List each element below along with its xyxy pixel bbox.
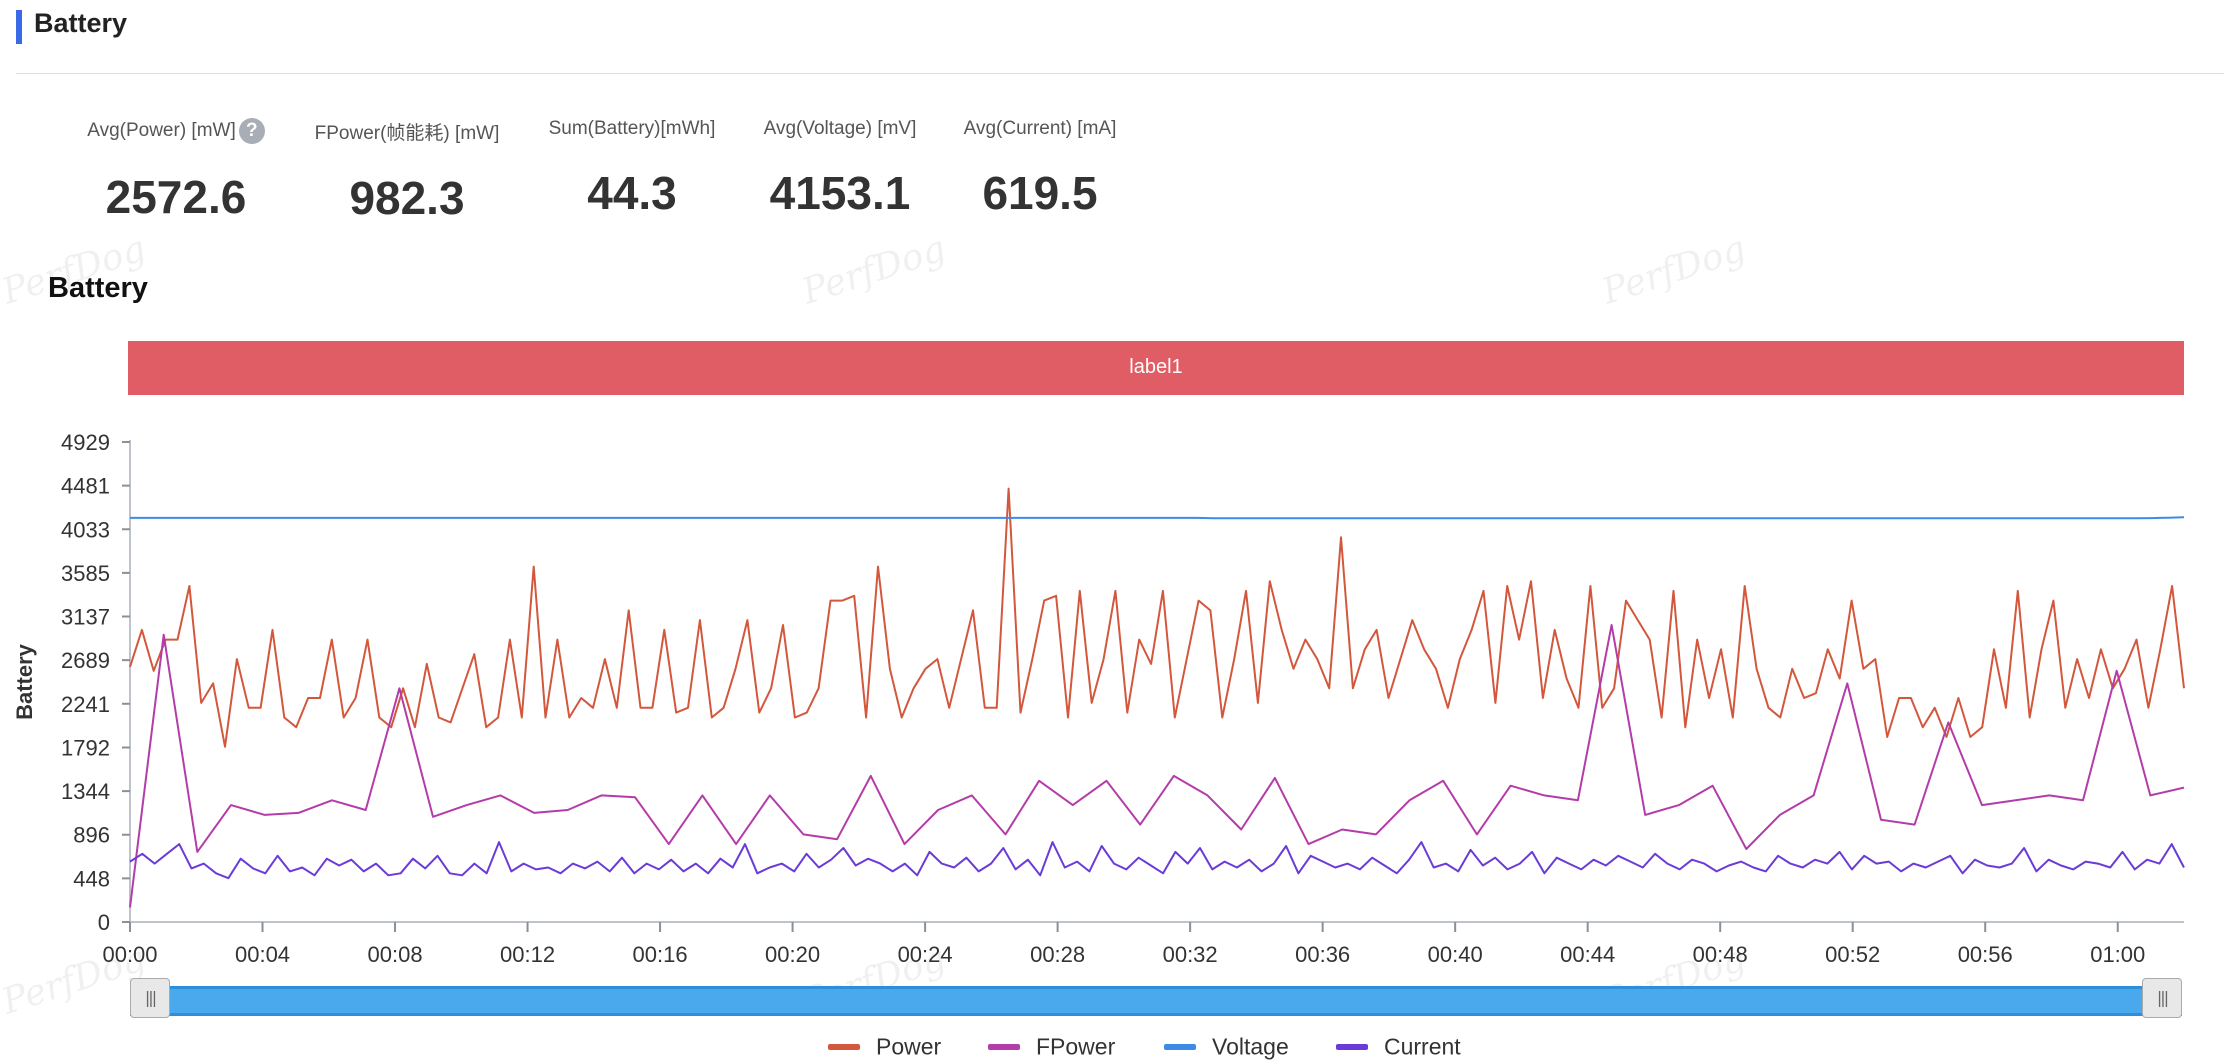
x-tick-label: 00:52 xyxy=(1825,942,1880,967)
stat-avg-power: Avg(Power) [mW]? 2572.6 xyxy=(78,118,274,224)
page-title: Battery xyxy=(34,8,128,38)
legend-swatch xyxy=(988,1043,1020,1050)
y-tick-label: 4033 xyxy=(61,517,110,542)
y-tick-label: 896 xyxy=(73,823,110,848)
legend-item-current[interactable]: Current xyxy=(1336,1032,1461,1060)
header-accent-bar xyxy=(16,10,22,44)
y-tick-label: 0 xyxy=(98,910,110,935)
stat-value: 4153.1 xyxy=(769,167,911,219)
x-tick-label: 00:00 xyxy=(102,942,157,967)
stat-avg-current: Avg(Current) [mA] 619.5 xyxy=(954,118,1126,220)
chart-axes: 0 448 896 1344 1792 2241 2689 3137 3585 4033 4481 4… xyxy=(12,430,2184,967)
help-icon[interactable]: ? xyxy=(238,118,265,144)
legend-item-voltage[interactable]: Voltage xyxy=(1164,1032,1289,1060)
legend-label: Voltage xyxy=(1212,1033,1289,1060)
stat-fpower: FPower(帧能耗) [mW] 982.3 xyxy=(304,118,510,225)
y-tick-label: 448 xyxy=(73,866,110,891)
range-start-handle[interactable]: ||| xyxy=(130,978,170,1018)
x-tick-label: 00:56 xyxy=(1958,942,2013,967)
x-tick-label: 00:28 xyxy=(1030,942,1085,967)
x-tick-label: 00:16 xyxy=(633,942,688,967)
label-band[interactable]: label1 xyxy=(128,341,2184,395)
x-tick-label: 01:00 xyxy=(2090,942,2145,967)
series-line-fpower xyxy=(129,624,2185,908)
x-tick-label: 00:44 xyxy=(1560,942,1615,967)
stat-value: 2572.6 xyxy=(105,171,247,223)
series-layer xyxy=(129,487,2185,908)
x-tick-label: 00:40 xyxy=(1428,942,1483,967)
legend-label: Current xyxy=(1384,1033,1461,1060)
y-tick-label: 2241 xyxy=(61,692,110,717)
label-band-text: label1 xyxy=(1129,356,1183,378)
legend-swatch xyxy=(1164,1043,1196,1050)
stat-label: Avg(Current) [mA] xyxy=(963,118,1117,139)
y-tick-label: 1344 xyxy=(61,779,110,804)
legend-swatch xyxy=(1336,1043,1368,1050)
y-tick-label: 4929 xyxy=(61,430,110,455)
stat-value: 619.5 xyxy=(982,167,1098,219)
header-divider xyxy=(16,73,2224,74)
x-tick-label: 00:32 xyxy=(1163,942,1218,967)
x-tick-label: 00:08 xyxy=(368,942,423,967)
range-end-handle[interactable]: ||| xyxy=(2142,978,2182,1018)
chart-title: Battery xyxy=(48,272,148,304)
series-line-voltage xyxy=(130,516,2185,520)
legend-item-fpower[interactable]: FPower xyxy=(988,1032,1115,1060)
stat-label: Avg(Voltage) [mV] xyxy=(763,118,917,139)
chart-legend: Power FPower Voltage Current xyxy=(0,1032,2224,1062)
y-axis-label: Battery xyxy=(12,643,37,720)
legend-label: Power xyxy=(876,1033,942,1060)
stat-label: Avg(Power) [mW] xyxy=(87,120,236,142)
x-tick-label: 00:12 xyxy=(500,942,555,967)
stat-avg-voltage: Avg(Voltage) [mV] 4153.1 xyxy=(754,118,926,220)
y-tick-label: 3137 xyxy=(61,605,110,630)
y-tick-label: 4481 xyxy=(61,474,110,499)
x-tick-label: 00:24 xyxy=(898,942,953,967)
stat-value: 982.3 xyxy=(349,172,465,224)
x-tick-label: 00:04 xyxy=(235,942,290,967)
series-line-power xyxy=(129,487,2185,748)
stat-value: 44.3 xyxy=(587,167,677,219)
stat-sum-battery: Sum(Battery)[mWh] 44.3 xyxy=(540,118,724,220)
y-tick-label: 1792 xyxy=(61,735,110,760)
time-range-slider[interactable] xyxy=(130,986,2182,1016)
stat-label: FPower(帧能耗) [mW] xyxy=(314,123,500,144)
series-line-current xyxy=(129,841,2185,880)
x-tick-label: 00:36 xyxy=(1295,942,1350,967)
page-header: Battery xyxy=(0,0,2224,74)
x-tick-label: 00:48 xyxy=(1693,942,1748,967)
legend-item-power[interactable]: Power xyxy=(828,1032,941,1060)
stat-label: Sum(Battery)[mWh] xyxy=(548,118,716,139)
legend-swatch xyxy=(828,1043,860,1050)
y-tick-label: 3585 xyxy=(61,561,110,586)
y-tick-label: 2689 xyxy=(61,648,110,673)
x-tick-label: 00:20 xyxy=(765,942,820,967)
legend-label: FPower xyxy=(1036,1033,1116,1060)
